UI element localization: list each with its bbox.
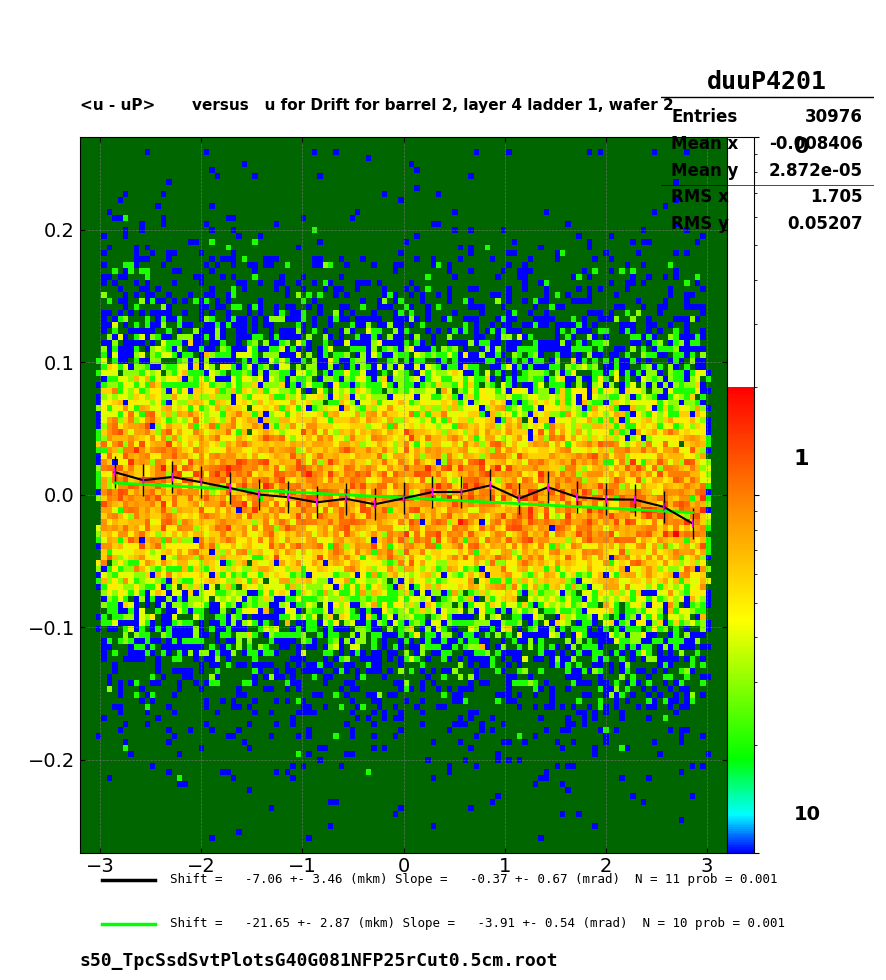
Text: <u - uP>       versus   u for Drift for barrel 2, layer 4 ladder 1, wafer 2: <u - uP> versus u for Drift for barrel 2…: [80, 98, 672, 113]
Text: -0.008406: -0.008406: [768, 135, 862, 153]
Text: 0.05207: 0.05207: [787, 216, 862, 233]
Text: Shift =   -21.65 +- 2.87 (mkm) Slope =   -3.91 +- 0.54 (mrad)  N = 10 prob = 0.0: Shift = -21.65 +- 2.87 (mkm) Slope = -3.…: [170, 917, 784, 930]
Text: s50_TpcSsdSvtPlotsG40G081NFP25rCut0.5cm.root: s50_TpcSsdSvtPlotsG40G081NFP25rCut0.5cm.…: [80, 953, 557, 970]
Text: 1.705: 1.705: [810, 188, 862, 206]
Text: Mean y: Mean y: [671, 163, 738, 180]
Text: 0: 0: [793, 137, 809, 157]
Text: Shift =   -7.06 +- 3.46 (mkm) Slope =   -0.37 +- 0.67 (mrad)  N = 11 prob = 0.00: Shift = -7.06 +- 3.46 (mkm) Slope = -0.3…: [170, 873, 777, 886]
Text: 30976: 30976: [804, 108, 862, 125]
Text: Entries: Entries: [671, 108, 737, 125]
Text: Mean x: Mean x: [671, 135, 738, 153]
Text: 10: 10: [793, 805, 820, 824]
Text: 1: 1: [793, 449, 808, 469]
Text: RMS y: RMS y: [671, 216, 728, 233]
Text: duuP4201: duuP4201: [706, 70, 827, 93]
Text: RMS x: RMS x: [671, 188, 728, 206]
Text: 2.872e-05: 2.872e-05: [768, 163, 862, 180]
